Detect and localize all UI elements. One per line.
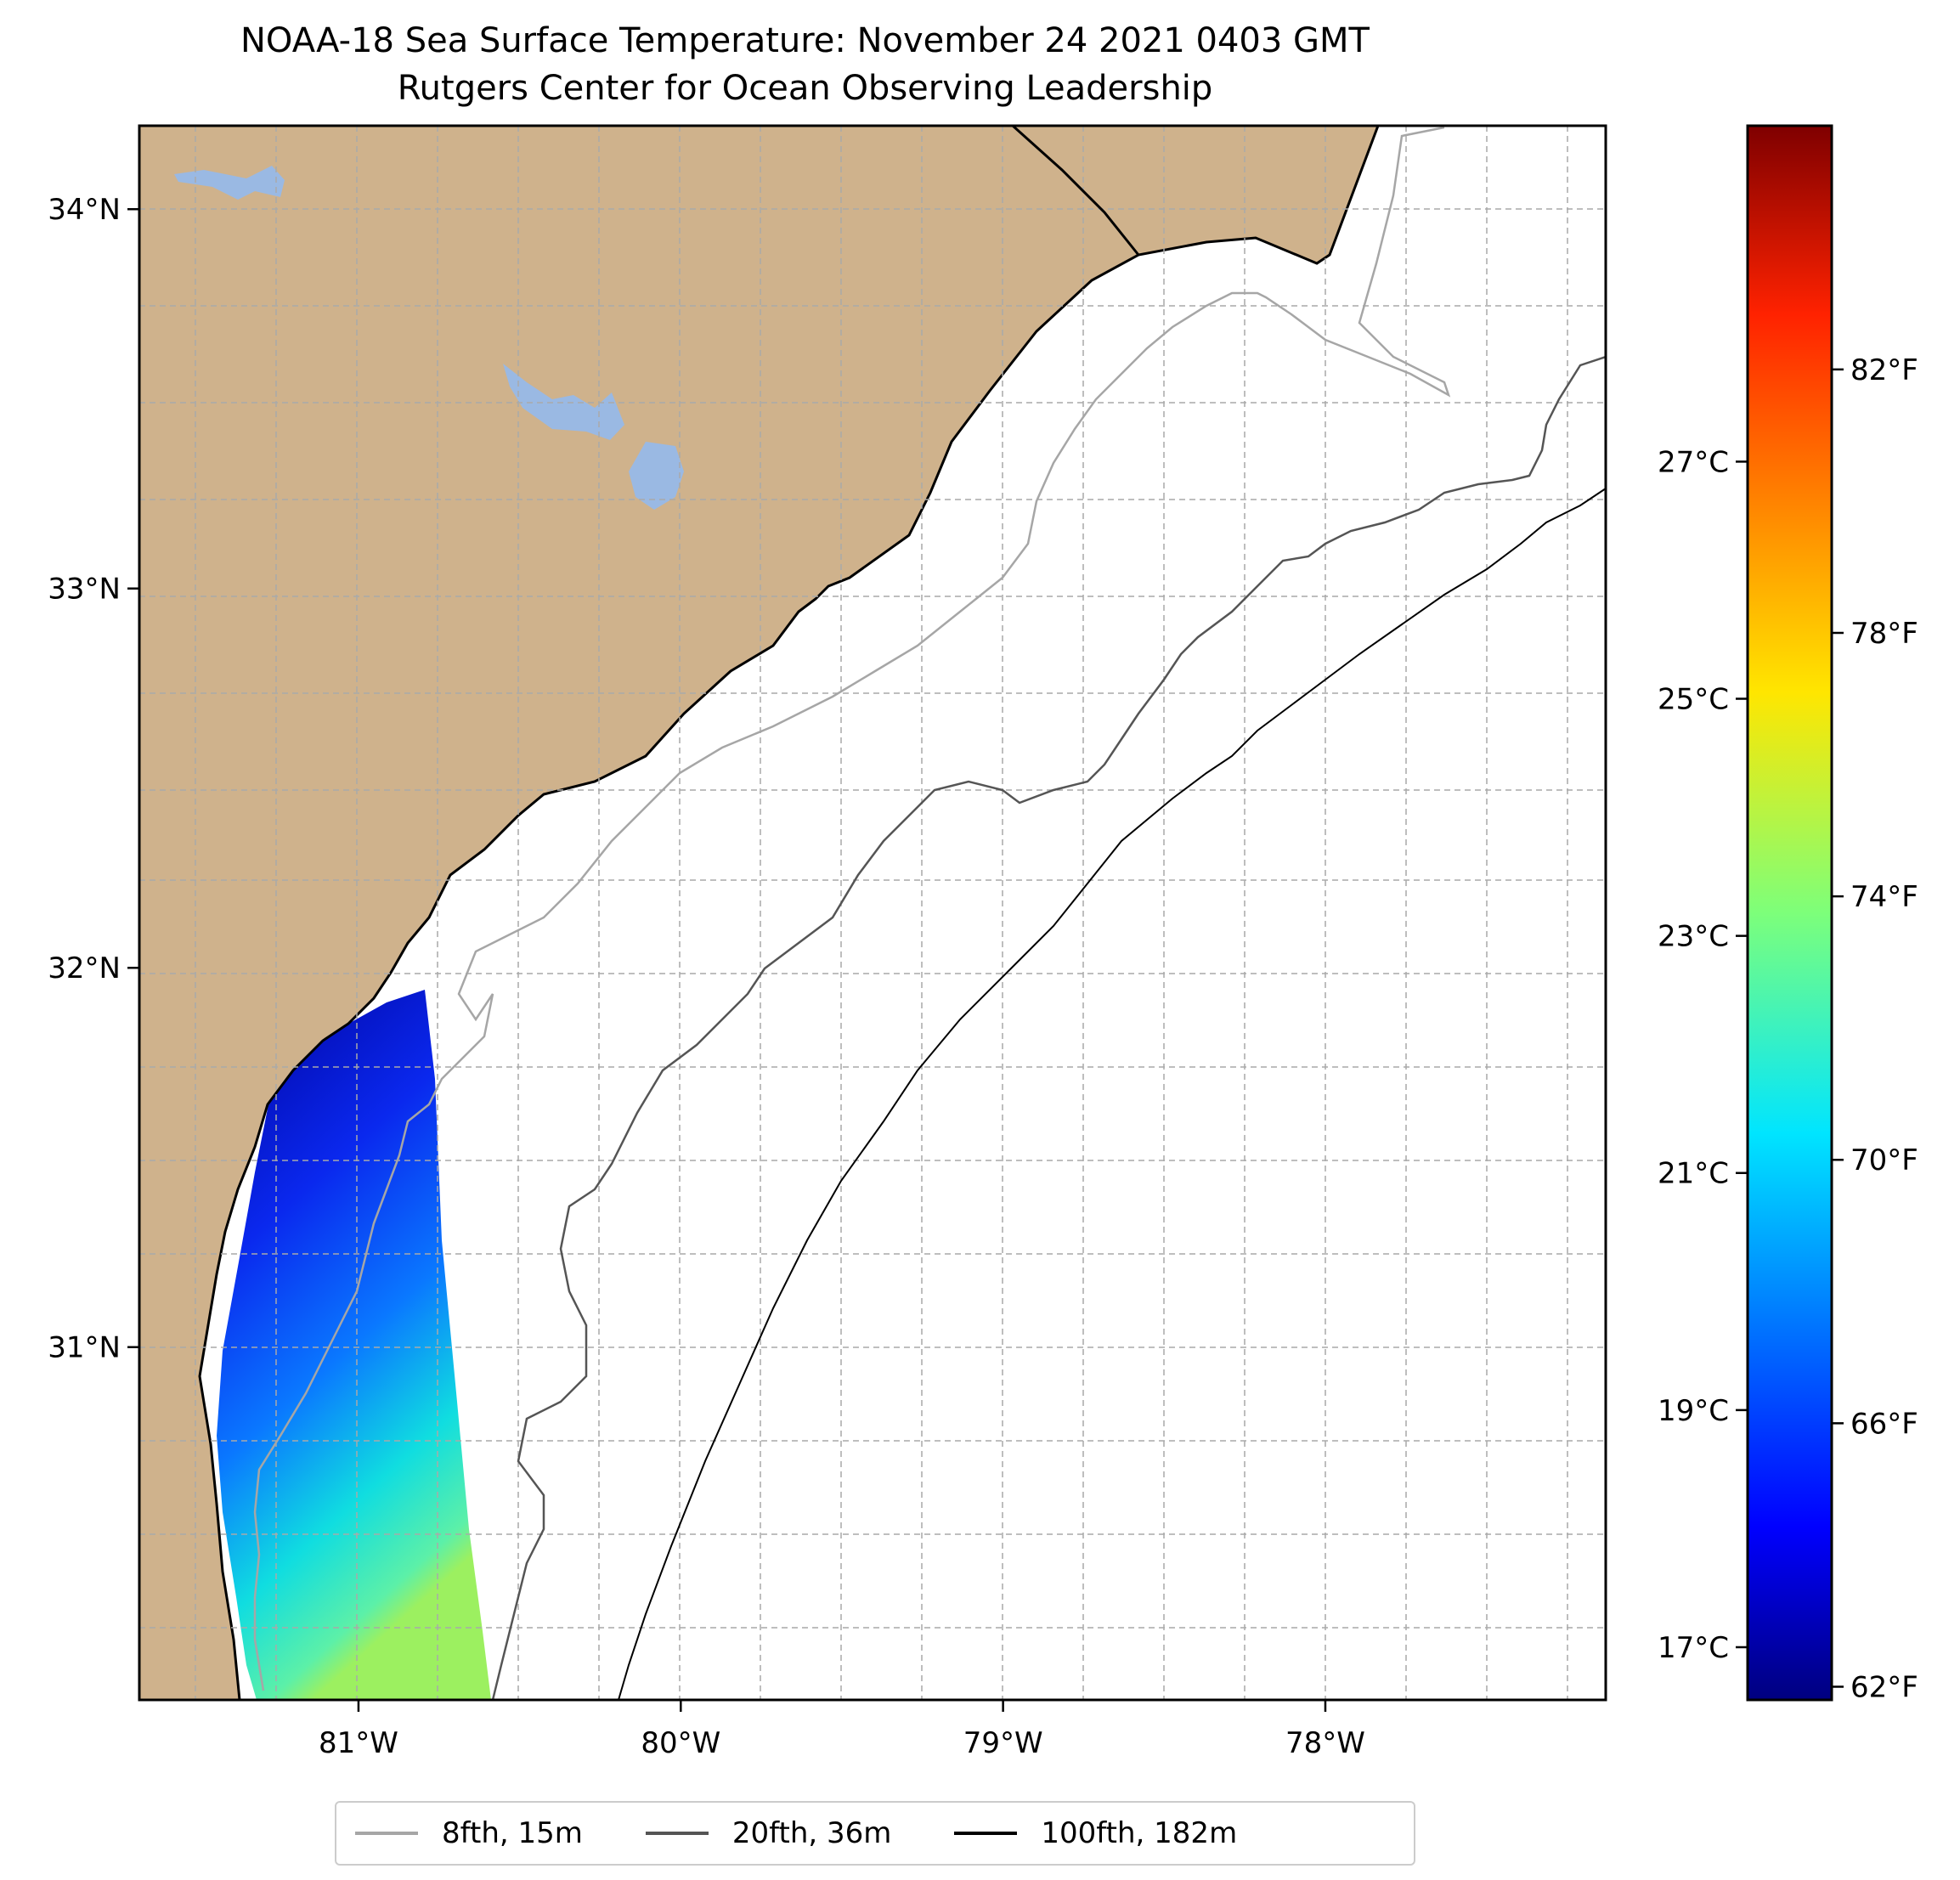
lat-tick-label: 33°N	[48, 573, 121, 607]
legend-label: 8fth, 15m	[442, 1816, 583, 1850]
legend-label: 20fth, 36m	[731, 1816, 892, 1850]
legend-swatch-20fth	[645, 1832, 709, 1835]
colorbar	[1746, 124, 1833, 1702]
colorbar-c-label: 27°C	[1658, 445, 1729, 479]
longitude-axis: 81°W 80°W 79°W 78°W	[319, 1700, 1365, 1760]
colorbar-c-label: 19°C	[1658, 1394, 1729, 1428]
legend-label: 100fth, 182m	[1041, 1816, 1238, 1850]
latitude-axis: 31°N 32°N 33°N 34°N	[48, 193, 139, 1365]
colorbar-c-label: 23°C	[1658, 920, 1729, 954]
lake-north	[174, 166, 285, 200]
colorbar-f-label: 82°F	[1850, 353, 1918, 387]
colorbar-celsius-axis: 17°C 19°C 21°C 23°C 25°C 27°C	[1658, 445, 1748, 1665]
land-mass	[139, 126, 1380, 1700]
map-area	[139, 126, 1606, 1700]
chart-title: NOAA-18 Sea Surface Temperature: Novembe…	[240, 21, 1370, 60]
legend-swatch-100fth	[954, 1832, 1018, 1835]
colorbar-f-label: 78°F	[1850, 617, 1918, 651]
colorbar-f-label: 74°F	[1850, 880, 1918, 914]
lon-tick-label: 78°W	[1285, 1726, 1365, 1760]
legend-swatch-8fth	[355, 1832, 418, 1835]
lon-tick-label: 79°W	[963, 1726, 1043, 1760]
state-border	[1011, 126, 1140, 256]
contour-20fth-36m	[491, 355, 1606, 1700]
lat-tick-label: 31°N	[48, 1331, 121, 1365]
colorbar-c-label: 21°C	[1658, 1157, 1729, 1191]
map-frame	[138, 124, 1607, 1702]
gridlines	[139, 126, 1606, 1700]
colorbar-fahrenheit-axis: 62°F 66°F 70°F 74°F 78°F 82°F	[1832, 353, 1918, 1704]
lon-tick-label: 81°W	[319, 1726, 398, 1760]
lat-tick-label: 34°N	[48, 193, 121, 227]
lake-marion	[503, 364, 624, 440]
colorbar-f-label: 62°F	[1850, 1670, 1918, 1704]
lake-moultrie	[629, 442, 684, 510]
contour-legend: 8fth, 15m 20fth, 36m 100fth, 182m	[335, 1801, 1415, 1866]
contour-8fth-15m	[253, 126, 1451, 1691]
contour-100fth-182m	[618, 488, 1606, 1700]
chart-subtitle: Rutgers Center for Ocean Observing Leade…	[397, 69, 1213, 108]
legend-item: 100fth, 182m	[954, 1816, 1237, 1850]
lon-tick-label: 80°W	[641, 1726, 720, 1760]
legend-item: 8fth, 15m	[355, 1816, 583, 1850]
lat-tick-label: 32°N	[48, 951, 121, 985]
colorbar-c-label: 17°C	[1658, 1631, 1729, 1665]
colorbar-f-label: 66°F	[1850, 1407, 1918, 1441]
colorbar-f-label: 70°F	[1850, 1143, 1918, 1177]
colorbar-c-label: 25°C	[1658, 683, 1729, 717]
sst-data-swath	[217, 990, 491, 1700]
legend-item: 20fth, 36m	[645, 1816, 892, 1850]
